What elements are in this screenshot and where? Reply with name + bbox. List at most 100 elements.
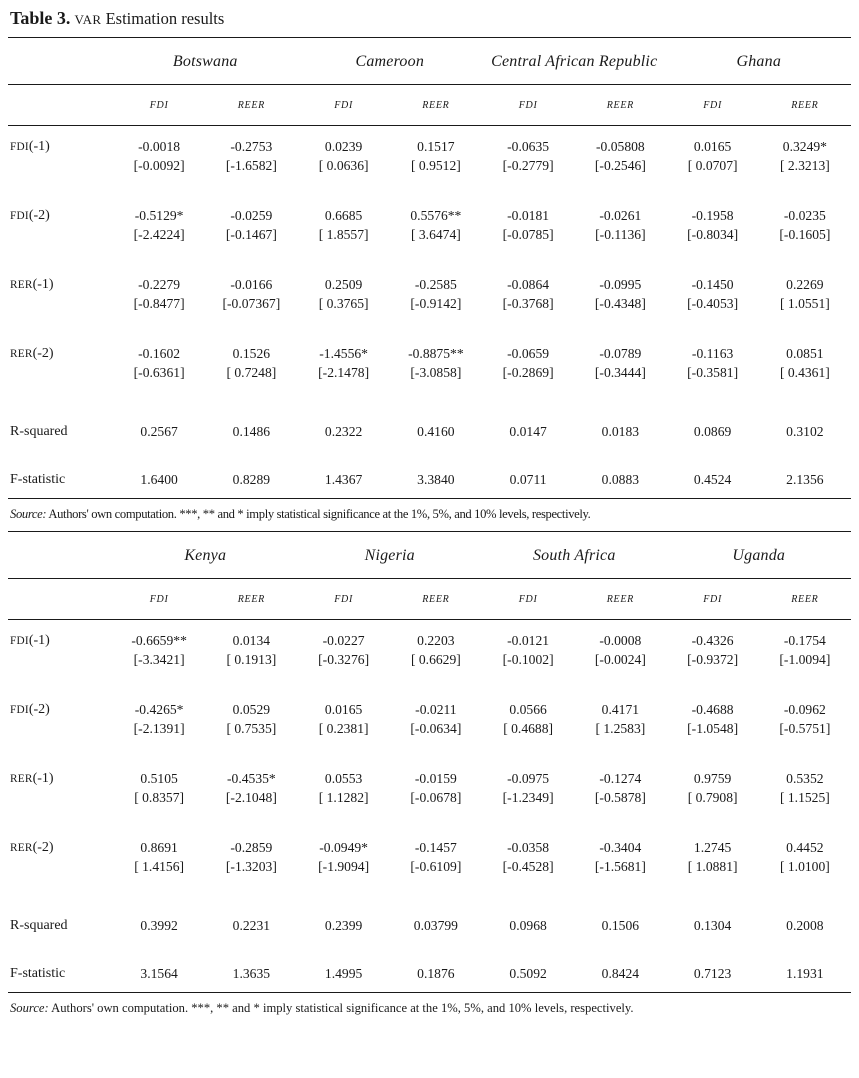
- tstat-cell: [-0.4528]: [502, 859, 554, 874]
- row-label: RER(-2): [8, 827, 113, 857]
- coefficient-cell: -0.0211: [415, 702, 457, 717]
- tstat-row: [-2.1391] [ 0.7535] [ 0.2381] [-0.0634] [ 0.…: [8, 719, 851, 758]
- coefficient-cell: -0.0259: [230, 208, 273, 223]
- row-label-spacer: [8, 225, 113, 264]
- row-label-acronym: FDI: [10, 141, 29, 153]
- source-label: Source:: [10, 507, 47, 521]
- coefficient-cell: 0.0239: [324, 139, 363, 154]
- tstat-cell: [-0.0785]: [502, 227, 554, 242]
- tstat-cell: [ 3.6474]: [410, 227, 461, 242]
- coefficient-cell: 2.1356: [786, 472, 824, 487]
- country-header-row: Kenya Nigeria South Africa Uganda: [8, 532, 851, 579]
- tstat-row: [-2.4224] [-0.1467] [ 1.8557] [ 3.6474] [-0.…: [8, 225, 851, 264]
- source-text: Authors' own computation. ***, ** and * …: [48, 1001, 634, 1015]
- data-row: RER(-2) -0.1602 0.1526 -1.4556* -0.8875** -0.…: [8, 333, 851, 363]
- coefficient-cell: -0.1754: [783, 633, 826, 648]
- estimation-table: Kenya Nigeria South Africa Uganda FDI REER FDI…: [8, 532, 851, 993]
- tstat-cell: [ 1.2583]: [595, 721, 646, 736]
- row-label: FDI(-1): [8, 620, 113, 651]
- coefficient-cell: 1.1931: [786, 966, 824, 981]
- row-label: R-squared: [8, 896, 113, 944]
- coefficient-cell: -1.4556*: [319, 346, 368, 361]
- tstat-cell: [-0.3768]: [502, 296, 554, 311]
- country-header: Ghana: [666, 37, 851, 85]
- tstat-row: [-0.6361] [ 0.7248] [-2.1478] [-3.0858] [-0.…: [8, 363, 851, 402]
- tstat-cell: [ 1.0881]: [687, 859, 738, 874]
- column-header: FDI: [666, 84, 759, 126]
- coefficient-cell: 0.1517: [417, 139, 455, 154]
- column-header: FDI: [113, 84, 206, 126]
- column-header: FDI: [297, 578, 390, 620]
- coefficient-cell: 0.6685: [324, 208, 363, 223]
- row-label: RER(-1): [8, 264, 113, 294]
- column-header: REER: [574, 84, 667, 126]
- row-label: RER(-2): [8, 333, 113, 363]
- data-row: R-squared 0.3992 0.2231 0.2399 0.03799 0.0968…: [8, 896, 851, 944]
- tstat-cell: [ 0.9512]: [410, 158, 461, 173]
- column-header: FDI: [113, 578, 206, 620]
- tstat-cell: [ 1.1525]: [779, 790, 830, 805]
- coefficient-cell: -0.0949*: [319, 840, 368, 855]
- tstat-cell: [-0.2869]: [502, 365, 554, 380]
- coefficient-cell: 0.03799: [413, 918, 458, 933]
- tstat-cell: [-0.5751]: [779, 721, 831, 736]
- coefficient-cell: -0.1163: [691, 346, 734, 361]
- row-label-text: (-2): [32, 840, 54, 855]
- row-label-spacer: [8, 294, 113, 333]
- coefficient-cell: 0.0147: [509, 424, 547, 439]
- country-header: Nigeria: [297, 532, 482, 579]
- tstat-cell: [ 0.7535]: [226, 721, 277, 736]
- coefficient-cell: 1.2745: [693, 840, 732, 855]
- coefficient-cell: -0.1958: [691, 208, 734, 223]
- coefficient-cell: -0.4688: [691, 702, 734, 717]
- tstat-cell: [-0.8034]: [687, 227, 739, 242]
- title-smallcaps: VAR: [74, 12, 102, 27]
- coefficient-cell: -0.0121: [507, 633, 550, 648]
- tstat-cell: [ 0.0707]: [687, 158, 738, 173]
- estimation-table-top-container: Botswana Cameroon Central African Republic…: [8, 37, 851, 499]
- coefficient-cell: 0.4160: [417, 424, 455, 439]
- tstat-cell: [ 0.7248]: [226, 365, 277, 380]
- coefficient-cell: -0.0181: [507, 208, 550, 223]
- coefficient-cell: 0.2269: [786, 277, 824, 292]
- row-label: F-statistic: [8, 450, 113, 499]
- coefficient-cell: -0.2753: [230, 139, 273, 154]
- column-header-row: FDI REER FDI REER FDI REER FDI REER: [8, 578, 851, 620]
- row-label-acronym: FDI: [10, 635, 29, 647]
- column-header: FDI: [297, 84, 390, 126]
- tstat-cell: [ 1.8557]: [318, 227, 369, 242]
- data-row: FDI(-2) -0.5129* -0.0259 0.6685 0.5576** -0.0…: [8, 195, 851, 225]
- coefficient-cell: 0.4171: [601, 702, 640, 717]
- coefficient-cell: 0.3102: [786, 424, 824, 439]
- tstat-cell: [-1.3203]: [225, 859, 277, 874]
- row-label-text: R-squared: [10, 424, 68, 439]
- coefficient-cell: 0.7123: [693, 966, 732, 981]
- coefficient-cell: 0.0968: [509, 918, 547, 933]
- coefficient-cell: -0.0789: [599, 346, 642, 361]
- coefficient-cell: 0.0711: [509, 472, 547, 487]
- row-label: R-squared: [8, 402, 113, 450]
- coefficient-cell: 0.1304: [693, 918, 732, 933]
- country-header-row: Botswana Cameroon Central African Republic…: [8, 37, 851, 85]
- row-label-spacer: [8, 788, 113, 827]
- tstat-cell: [-1.0548]: [687, 721, 739, 736]
- coefficient-cell: 1.4367: [324, 472, 363, 487]
- row-label-spacer: [8, 857, 113, 896]
- coefficient-cell: -0.4535*: [227, 771, 276, 786]
- coefficient-cell: -0.0864: [507, 277, 550, 292]
- row-label: RER(-1): [8, 758, 113, 788]
- tstat-cell: [-2.1048]: [225, 790, 277, 805]
- country-header: Uganda: [666, 532, 851, 579]
- coefficient-cell: 0.8691: [140, 840, 178, 855]
- column-header: FDI: [482, 578, 575, 620]
- tstat-cell: [-0.0634]: [410, 721, 462, 736]
- table-title: Table 3. VAR Estimation results: [8, 5, 851, 37]
- title-text: Estimation results: [105, 9, 225, 28]
- coefficient-cell: -0.4326: [691, 633, 734, 648]
- row-label-text: (-1): [32, 771, 54, 786]
- row-label-text: R-squared: [10, 918, 68, 933]
- tstat-cell: [ 0.2381]: [318, 721, 369, 736]
- row-label-text: (-2): [28, 208, 50, 223]
- coefficient-cell: -0.0635: [507, 139, 550, 154]
- column-header: FDI: [666, 578, 759, 620]
